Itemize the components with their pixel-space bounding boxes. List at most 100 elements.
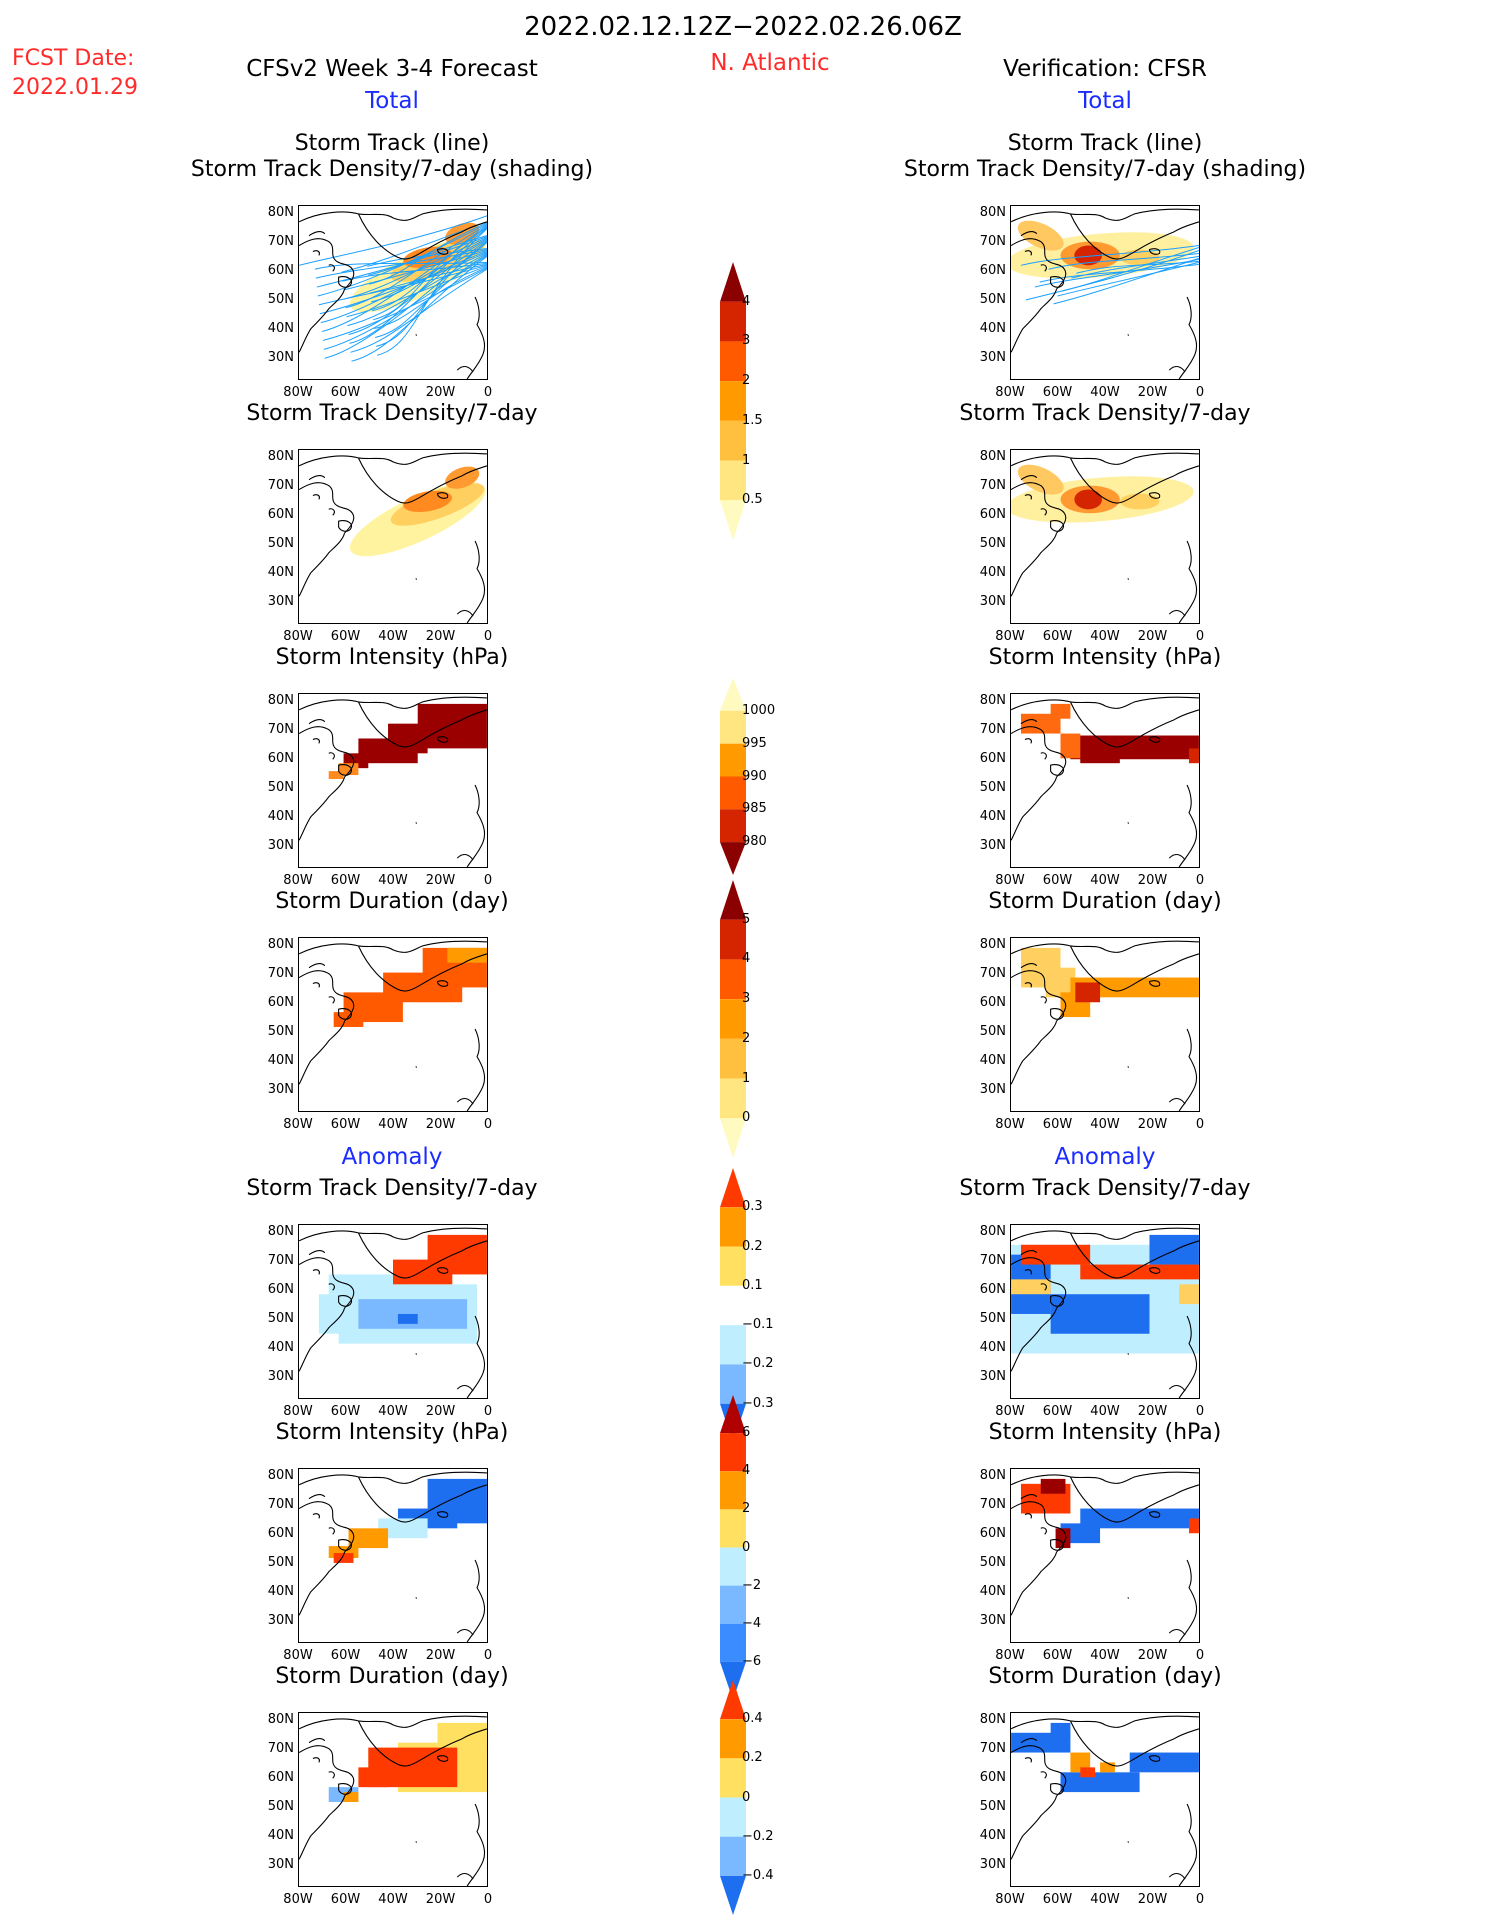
panel-title: Storm Duration (day) [988,889,1222,914]
panel-title: Storm Track Density/7-day (shading) [190,157,594,182]
colorbar-segment [720,500,746,540]
colorbar-segment [720,1471,746,1510]
colorbar-segment [720,959,746,1000]
lat-tick-label: 60N [979,1526,1006,1541]
anomaly-cell [348,1528,389,1549]
lon-tick-label: 40W [1090,1404,1120,1419]
colorbar-label: −0.4 [742,1867,774,1883]
colorbar-segment [720,743,746,777]
colorbar-label: 990 [742,768,767,784]
lat-tick-label: 70N [979,478,1006,493]
colorbar-segment [720,809,746,843]
lon-tick-label: 40W [378,1892,408,1907]
intensity-cell [328,771,344,780]
duration-cell [447,947,487,963]
colorbar-segment [720,678,746,711]
intensity-cell [338,763,359,776]
storm-track-lines [1020,245,1199,305]
intensity-cell [1080,753,1120,764]
lat-tick-label: 70N [979,1741,1006,1756]
colorbar-segment [720,420,746,461]
lon-tick-label: 80W [995,1892,1025,1907]
lon-tick-label: 20W [425,629,456,644]
colorbar-density_total [720,262,746,540]
colorbar-label: −0.3 [742,1395,774,1411]
panel-title: Storm Track Density/7-day [959,1176,1251,1201]
coastline [299,1471,487,1642]
lon-tick-label: 60W [330,385,361,400]
colorbar-label: 2 [742,1501,751,1517]
lat-tick-label: 60N [267,995,294,1010]
panel-title: Storm Duration (day) [988,1664,1222,1689]
lon-tick-label: 60W [1042,1648,1073,1663]
map-left-density-anom [298,1224,488,1399]
right-total-label: Total [1078,88,1132,114]
colorbar-segment [720,460,746,501]
lat-tick-label: 40N [267,809,294,824]
colorbar-segment [720,341,746,382]
lat-tick-label: 40N [979,565,1006,580]
anomaly-cell [1050,1294,1150,1334]
lon-tick-label: 40W [378,385,408,400]
panel-title: Storm Intensity (hPa) [988,645,1222,670]
lon-tick-label: 80W [995,385,1025,400]
lon-tick-label: 0 [483,873,493,888]
lat-tick-label: 30N [979,594,1006,609]
lon-tick-label: 60W [1042,873,1073,888]
anomaly-cell [1149,1234,1199,1265]
colorbar-segment [720,1078,746,1119]
colorbar-label: 995 [742,735,767,751]
anomaly-cell [1060,1523,1101,1544]
colorbar-label: 2 [742,1030,751,1046]
lon-tick-label: 0 [483,385,493,400]
duration-cell [1070,977,1199,998]
date-range-title: 2022.02.12.12Z−2022.02.26.06Z [524,12,962,42]
panel-title: Storm Track Density/7-day (shading) [903,157,1307,182]
colorbar-segment [720,1680,746,1720]
map-right-density [1010,449,1200,624]
lat-tick-label: 80N [267,1224,294,1239]
panel-title: Storm Track Density/7-day [959,401,1251,426]
lon-tick-label: 80W [995,1117,1025,1132]
colorbar-label: 0.5 [742,492,763,508]
panel-title: Storm Track (line) [1007,131,1203,156]
colorbar-duration_anom [720,1680,746,1915]
lat-tick-label: 50N [979,536,1006,551]
colorbar-label: 0 [742,1539,751,1555]
lat-tick-label: 40N [979,1053,1006,1068]
colorbar-label: 4 [742,1463,751,1479]
colorbar-label: 5 [742,911,751,927]
lat-tick-label: 40N [267,1584,294,1599]
lon-tick-label: 80W [283,629,313,644]
intensity-cell [1020,713,1061,734]
lon-tick-label: 20W [1137,873,1168,888]
lat-tick-label: 70N [267,478,294,493]
lon-tick-label: 40W [1090,1892,1120,1907]
colorbar-label: 1.5 [742,412,763,428]
lat-tick-label: 30N [267,350,294,365]
colorbar-label: 0 [742,1789,751,1805]
lat-tick-label: 80N [979,1224,1006,1239]
colorbar-segment [720,1207,746,1247]
lat-tick-label: 50N [979,292,1006,307]
lat-tick-label: 60N [979,1770,1006,1785]
lat-tick-label: 30N [979,1613,1006,1628]
colorbar-label: 0.1 [742,1277,763,1293]
lon-tick-label: 0 [483,1117,493,1132]
lat-tick-label: 40N [267,1053,294,1068]
map-left-intensity-anom [298,1468,488,1643]
fcst-date-value: 2022.01.29 [12,75,138,100]
intensity-cell [1050,703,1071,719]
colorbar-label: 3 [742,991,751,1007]
lon-tick-label: 40W [1090,629,1120,644]
lon-tick-label: 80W [283,873,313,888]
colorbar-segment [720,919,746,960]
lat-tick-label: 70N [267,722,294,737]
lat-tick-label: 40N [979,1340,1006,1355]
coastline [1011,940,1199,1111]
lat-tick-label: 50N [267,536,294,551]
lon-tick-label: 0 [483,629,493,644]
anomaly-cell [1189,1518,1199,1534]
map-right-intensity-anom [1010,1468,1200,1643]
colorbar-label: 0.4 [742,1711,763,1727]
